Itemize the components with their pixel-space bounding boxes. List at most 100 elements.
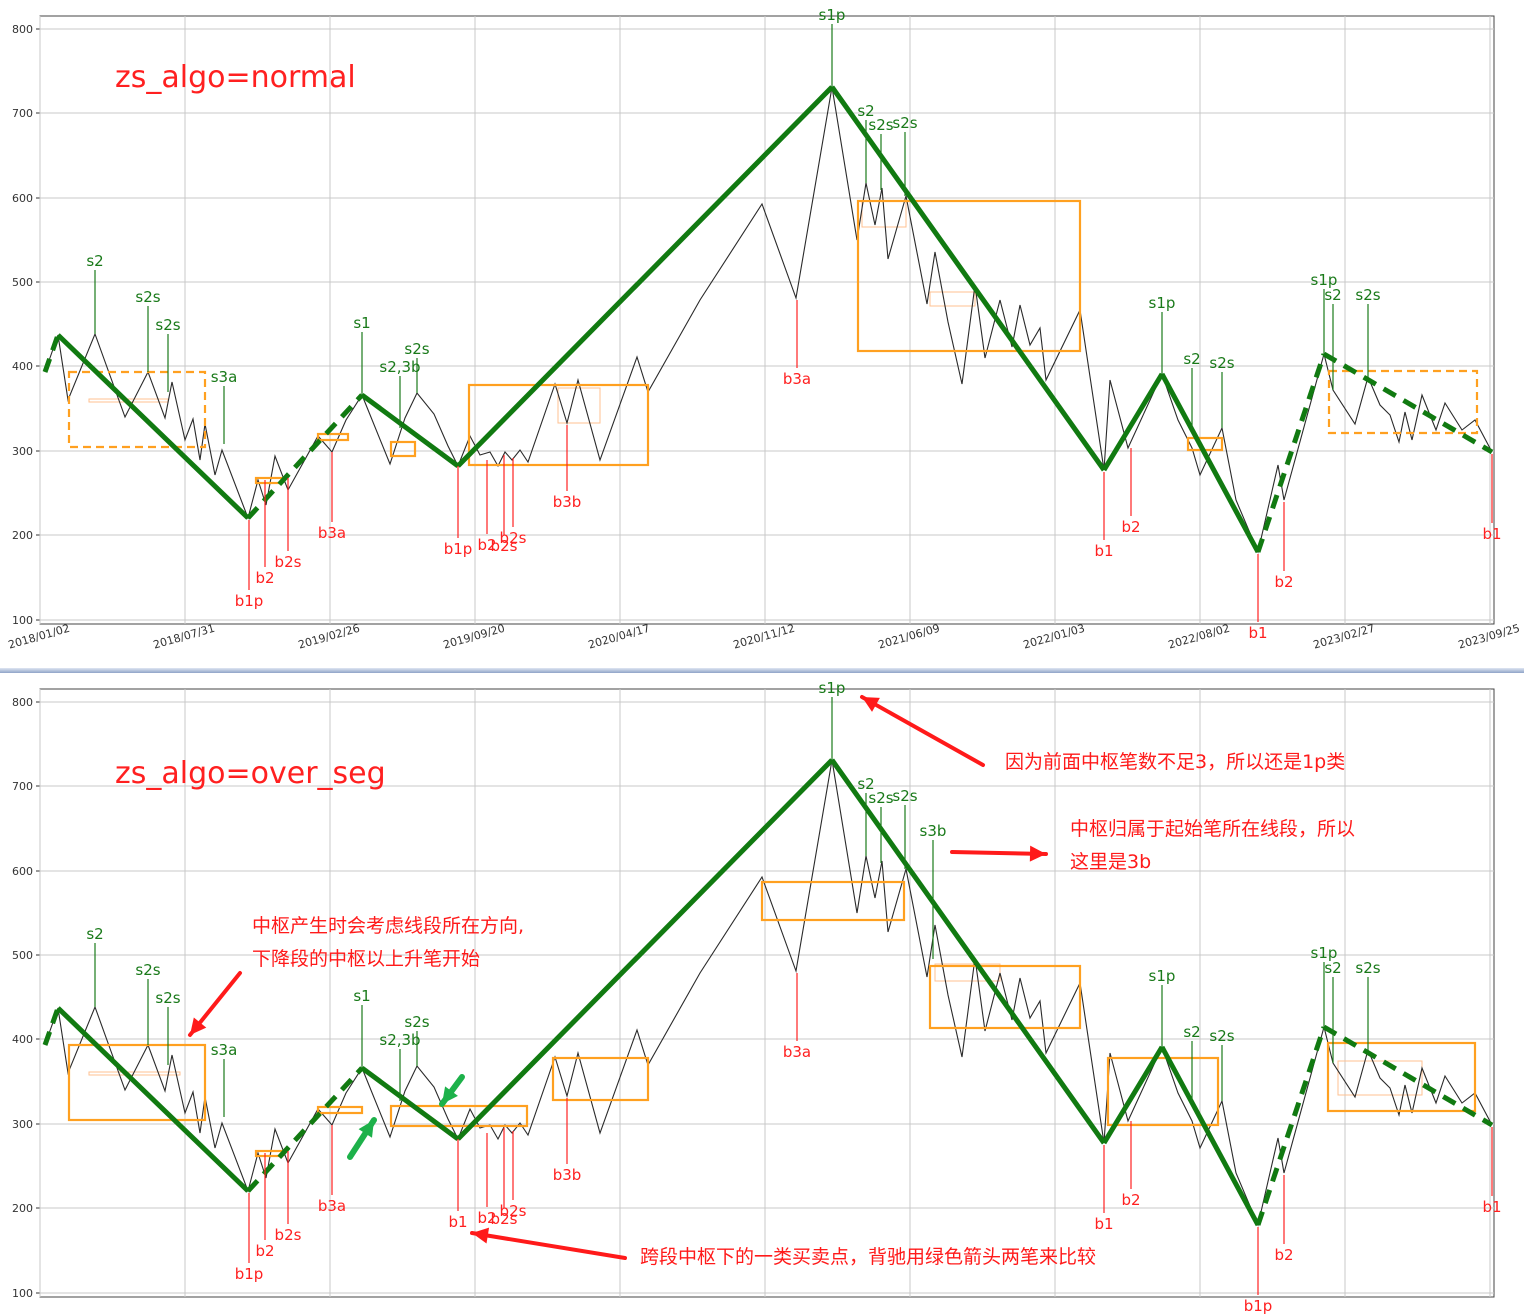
note-zs-2: 下降段的中枢以上升笔开始 [252,948,480,970]
zs-box [551,1056,650,1102]
zs-box [1326,1041,1477,1113]
segment-line [42,334,61,373]
buy-signal-label: b1 [448,1213,467,1231]
buy-signal-label: b3b [553,1166,582,1184]
buy-signal-label: b1 [1248,624,1267,642]
y-tick-label: 600 [12,865,33,878]
x-tick-label: 2018/07/31 [152,622,217,652]
annotation-arrow-b1 [470,1231,627,1260]
zs-box [389,1104,529,1128]
segment-line [1255,1026,1327,1226]
segment-line [56,333,250,520]
segment-line [56,1006,250,1193]
y-tick-label: 300 [12,1118,33,1131]
sell-signal-label: s2 [1324,286,1341,304]
buy-signal-label: b3b [553,493,582,511]
sell-signal-label: s2s [1355,286,1380,304]
sell-signal-label: s2s [868,789,893,807]
y-tick-label: 400 [12,1033,33,1046]
y-tick-label: 500 [12,276,33,289]
x-tick-label: 2019/02/26 [297,622,362,652]
panel-separator [0,668,1524,673]
x-tick-label: 2020/11/12 [732,622,797,652]
buy-signal-label: b2 [1121,518,1140,536]
x-tick-label: 2022/01/03 [1022,622,1087,652]
annotation-arrow-s1p-head [862,697,880,712]
y-tick-label: 100 [12,614,33,627]
segment-line [1255,353,1327,553]
segment-line [456,85,834,468]
buy-signal-label: b2 [255,1242,274,1260]
zs-inner-box [1337,1060,1423,1096]
buy-signal-label: b1 [1094,542,1113,560]
y-tick-label: 800 [12,23,33,36]
sell-signal-label: s2s [892,114,917,132]
algo-title: zs_algo=over_seg [115,756,386,791]
x-tick-label: 2023/02/27 [1312,622,1377,652]
x-tick-label: 2023/09/25 [1457,622,1522,652]
buy-signal-label: b3a [783,1043,811,1061]
buy-signal-label: b2s [500,529,527,547]
zs-box [316,432,350,442]
sell-signal-label: s2s [1355,959,1380,977]
segment-line [1159,1045,1261,1227]
sell-signal-label: s1p [819,6,846,24]
sell-signal-label: s2s [155,989,180,1007]
x-tick-label: 2021/06/09 [877,622,942,652]
plot-area [39,15,1495,625]
green-arrow-up-left-head [358,1120,374,1138]
y-tick-label: 700 [12,107,33,120]
buy-signal-label: b1 [1482,1198,1501,1216]
sell-signal-label: s2s [135,288,160,306]
sell-signal-label: s2 [1183,350,1200,368]
buy-signal-label: b1p [235,1265,264,1283]
segment-line [456,758,834,1141]
buy-signal-label: b3a [318,524,346,542]
zs-box [467,383,650,467]
sell-signal-label: s2s [404,1013,429,1031]
sell-signal-label: s1p [819,679,846,697]
sell-signal-label: s1p [1311,271,1338,289]
buy-signal-label: b2 [1121,1191,1140,1209]
segment-line [246,393,364,520]
buy-signal-label: b1p [444,540,473,558]
zs-box [67,1043,207,1122]
note-b1: 跨段中枢下的一类买卖点，背驰用绿色箭头两笔来比较 [640,1246,1096,1268]
buy-signal-label: b2 [477,536,496,554]
y-tick-label: 400 [12,360,33,373]
zs-box [856,199,1082,353]
sell-signal-label: s2,3b [379,1031,420,1049]
buy-signal-label: b2s [491,1210,518,1228]
buy-signal-label: b2 [255,569,274,587]
buy-signal-label: b3a [783,370,811,388]
sell-signal-label: s2 [1183,1023,1200,1041]
zs-box [389,440,417,458]
segment-line [1101,1045,1165,1145]
sell-signal-label: s2 [857,102,874,120]
sell-signal-label: s2 [1324,959,1341,977]
x-tick-label: 2022/08/02 [1167,622,1232,652]
buy-signal-label: b1 [1482,525,1501,543]
y-tick-label: 200 [12,1202,33,1215]
sell-signal-label: s3b [920,822,947,840]
segment-line [246,1066,364,1193]
annotation-arrow-b1-head [472,1227,490,1244]
segment-line [42,1007,61,1046]
buy-signal-label: b1 [1094,1215,1113,1233]
y-tick-label: 700 [12,780,33,793]
y-tick-label: 300 [12,445,33,458]
buy-signal-label: b1p [1244,1297,1273,1314]
note-s3b-1: 中枢归属于起始笔所在线段，所以 [1070,818,1355,840]
y-tick-label: 200 [12,529,33,542]
note-s3b-2: 这里是3b [1070,851,1151,873]
segment-line [829,758,1107,1145]
buy-signal-label: b3a [318,1197,346,1215]
buy-signal-label: b2s [275,1226,302,1244]
buy-signal-label: b2 [477,1209,496,1227]
segment-line [829,85,1107,472]
zs-box [316,1105,364,1115]
buy-signal-label: b2 [1274,1246,1293,1264]
sell-signal-label: s1p [1149,294,1176,312]
